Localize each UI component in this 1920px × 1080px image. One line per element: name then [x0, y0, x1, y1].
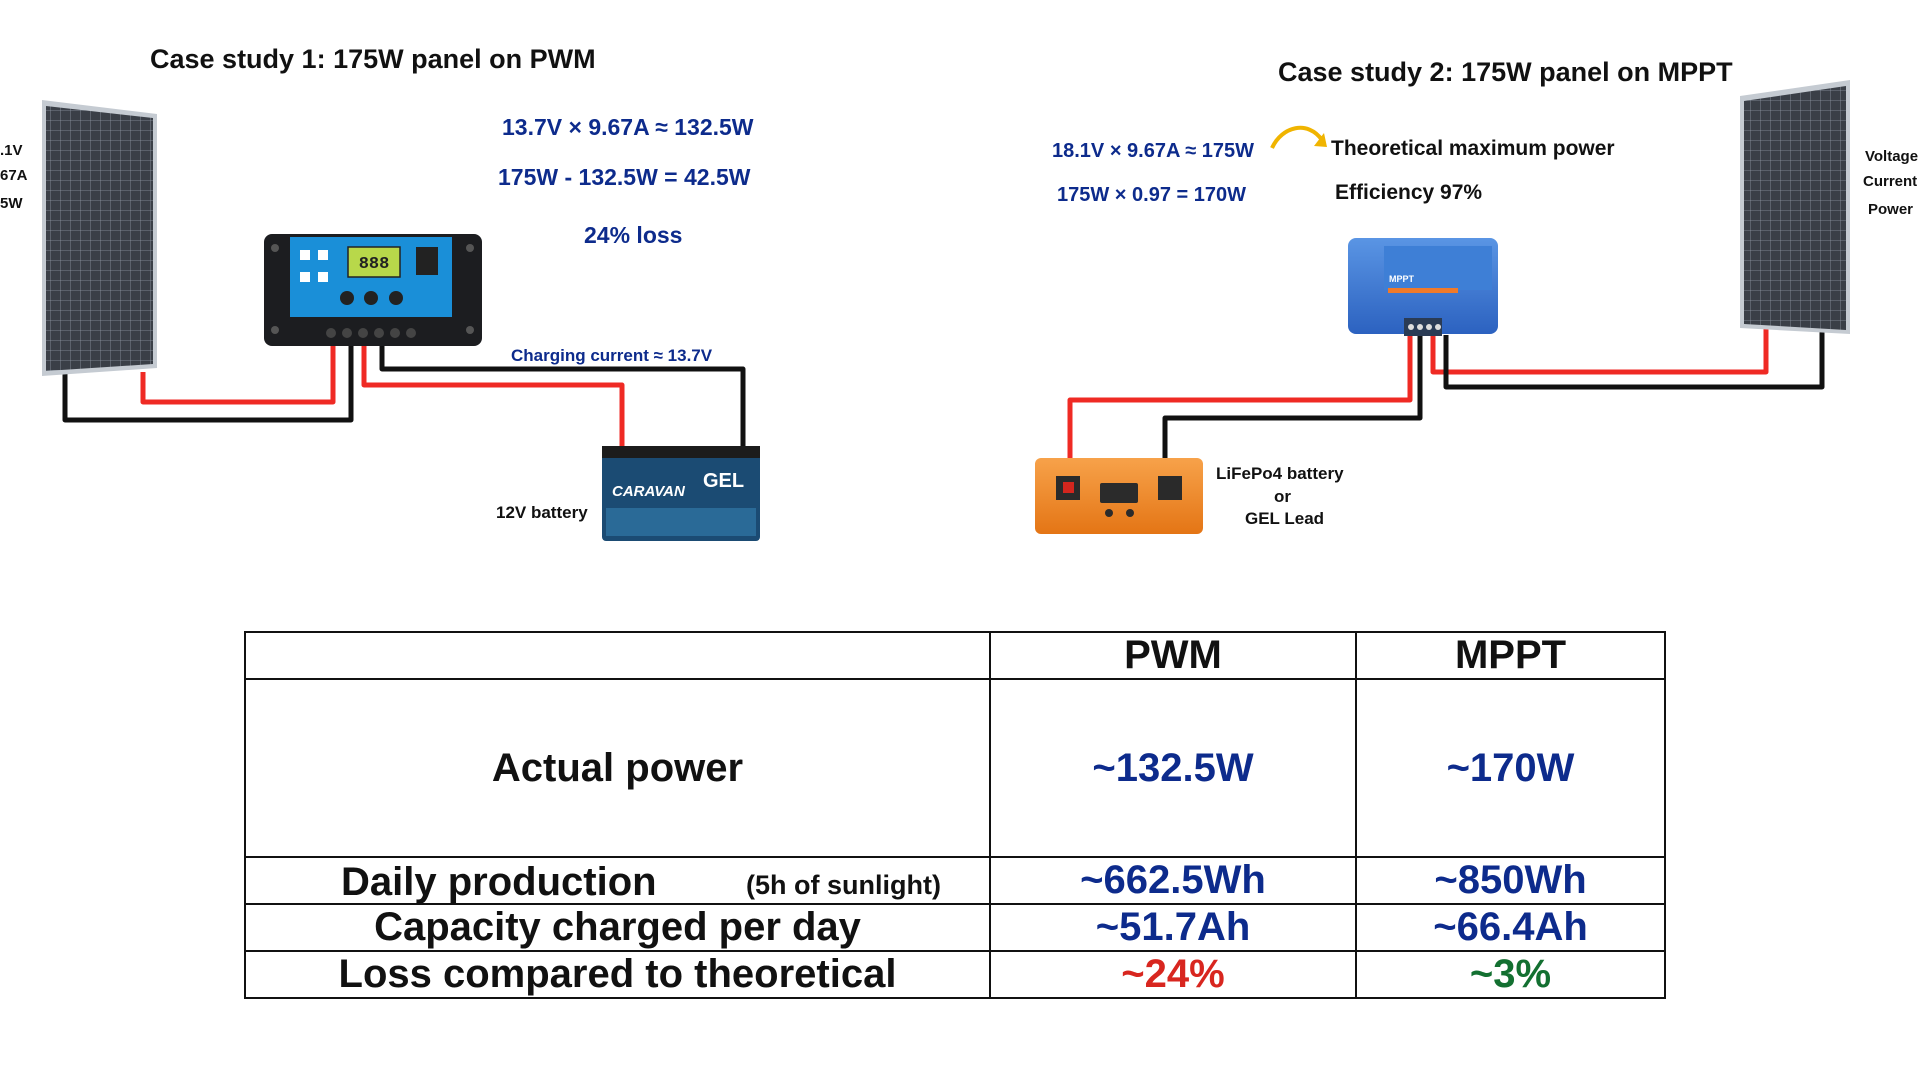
header-pwm: PWM [989, 631, 1357, 680]
case2-calc-theoretical: 18.1V × 9.67A ≈ 175W [1052, 140, 1255, 162]
row-label-actual-power: Actual power [244, 678, 991, 858]
pwm-daily-production: ~662.5Wh [989, 856, 1357, 905]
pwm-capacity: ~51.7Ah [989, 903, 1357, 952]
table-row: Loss compared to theoretical ~24% ~3% [244, 950, 1666, 999]
svg-text:CARAVAN: CARAVAN [612, 483, 686, 500]
panel-right-voltage: Voltage [1865, 148, 1919, 165]
row-label-daily-production: Daily production [341, 860, 657, 904]
mppt-daily-production: ~850Wh [1355, 856, 1666, 905]
row-label-daily-production-cell: Daily production (5h of sunlight) [244, 856, 991, 905]
pwm-actual-power: ~132.5W [989, 678, 1357, 858]
panel-left-current: 67A [0, 167, 28, 184]
theoretical-max-label: Theoretical maximum power [1331, 137, 1615, 160]
pwm-loss: ~24% [989, 950, 1357, 999]
case1-title: Case study 1: 175W panel on PWM [150, 44, 596, 74]
row-label-loss: Loss compared to theoretical [244, 950, 991, 999]
solar-panel-left [42, 100, 157, 376]
header-mppt: MPPT [1355, 631, 1666, 680]
panel-right-power: Power [1868, 201, 1914, 218]
mppt-controller: MPPT [1348, 238, 1498, 336]
mppt-wires [1067, 329, 1825, 473]
row-label-capacity: Capacity charged per day [244, 903, 991, 952]
mppt-actual-power: ~170W [1355, 678, 1666, 858]
battery-12v-label: 12V battery [496, 503, 588, 522]
svg-text:MPPT: MPPT [1389, 274, 1415, 284]
gel-battery: CARAVAN GEL [602, 446, 760, 541]
panel-right-current: Current [1863, 173, 1918, 190]
mppt-capacity: ~66.4Ah [1355, 903, 1666, 952]
comparison-table: PWM MPPT Actual power ~132.5W ~170W Dail… [244, 631, 1666, 999]
pwm-controller: 888 [264, 234, 482, 346]
efficiency-label: Efficiency 97% [1335, 181, 1483, 204]
table-header-row: PWM MPPT [244, 631, 1666, 680]
case1-calc-power: 13.7V × 9.67A ≈ 132.5W [502, 114, 754, 140]
lifepo4-battery [1035, 458, 1203, 534]
solar-panel-right [1740, 80, 1850, 334]
battery-type-label-2: GEL Lead [1245, 509, 1325, 528]
pwm-wires [62, 343, 746, 446]
case1-calc-diff: 175W - 132.5W = 42.5W [498, 164, 751, 190]
charging-current-label: Charging current ≈ 13.7V [511, 346, 713, 365]
panel-left-power: 5W [0, 195, 23, 212]
case2-title: Case study 2: 175W panel on MPPT [1278, 57, 1733, 87]
mppt-loss: ~3% [1355, 950, 1666, 999]
svg-text:GEL: GEL [703, 470, 744, 492]
row-sublabel-sunlight: (5h of sunlight) [746, 870, 941, 900]
table-row: Daily production (5h of sunlight) ~662.5… [244, 856, 1666, 905]
table-row: Actual power ~132.5W ~170W [244, 678, 1666, 858]
battery-type-label-1: LiFePo4 battery [1216, 464, 1344, 483]
svg-text:888: 888 [359, 255, 390, 274]
table-row: Capacity charged per day ~51.7Ah ~66.4Ah [244, 903, 1666, 952]
case2-calc-actual: 175W × 0.97 = 170W [1057, 184, 1247, 206]
battery-type-label-or: or [1274, 487, 1291, 506]
panel-left-voltage: .1V [0, 142, 23, 159]
header-empty [244, 631, 991, 680]
arrow-icon [1270, 125, 1324, 149]
case1-loss: 24% loss [584, 222, 683, 248]
